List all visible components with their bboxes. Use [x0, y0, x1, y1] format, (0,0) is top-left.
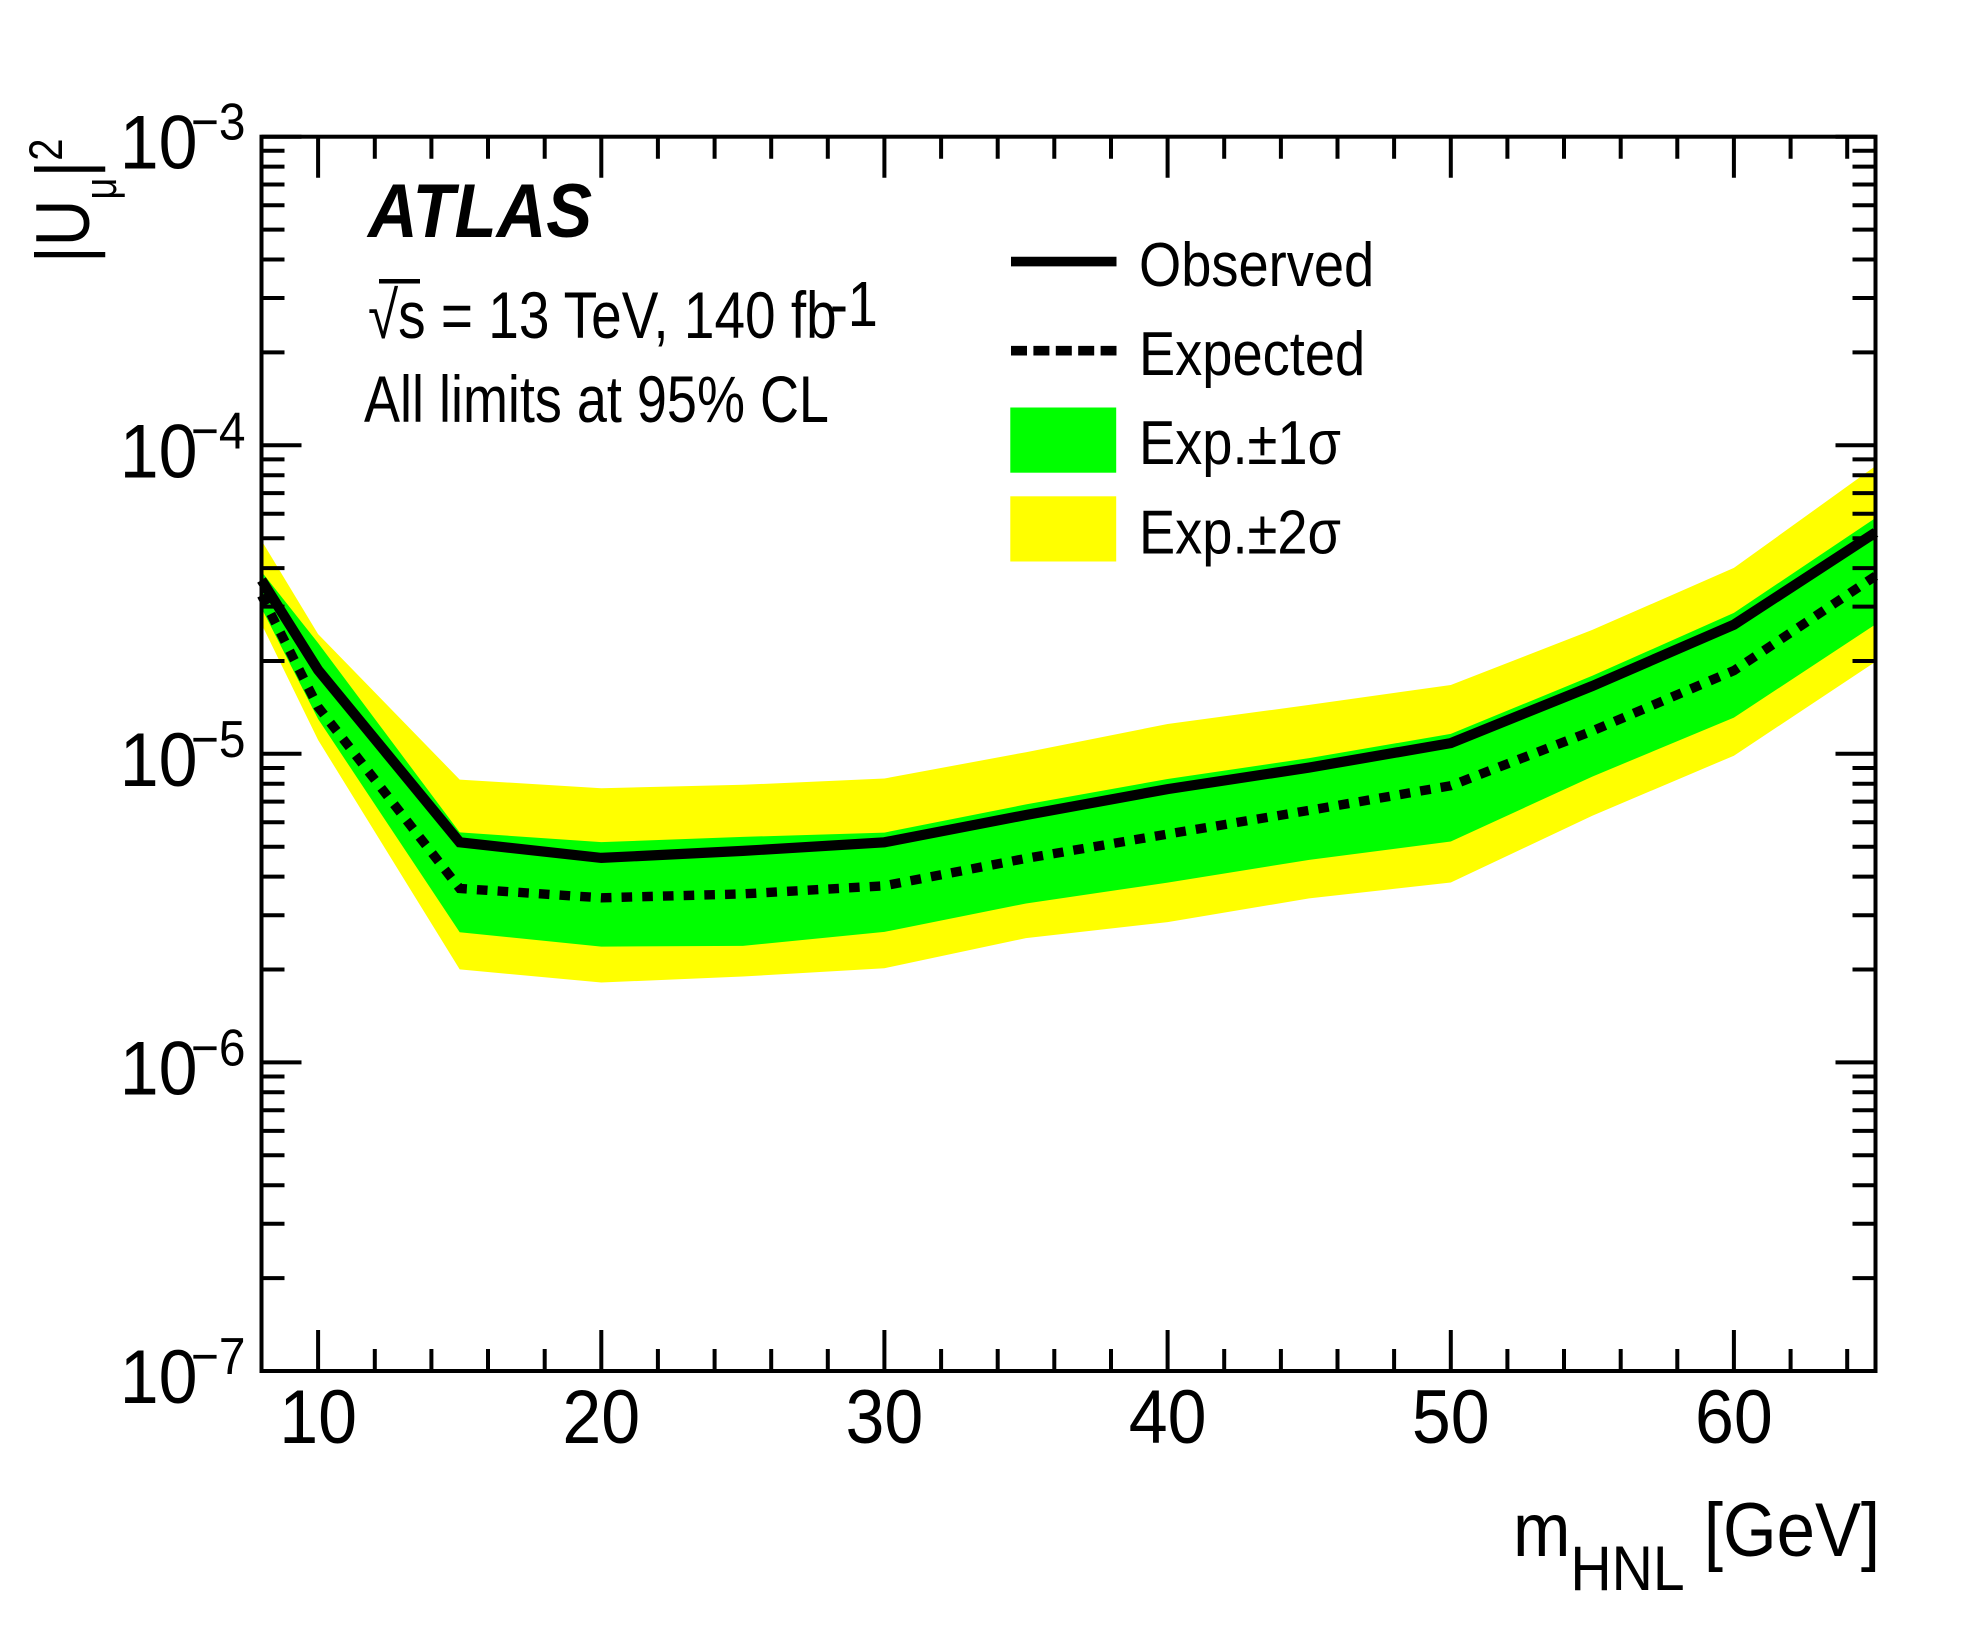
svg-text:10: 10	[120, 718, 198, 802]
svg-text:ATLAS: ATLAS	[366, 169, 592, 254]
svg-text:40: 40	[1129, 1375, 1207, 1459]
svg-text:10: 10	[120, 101, 198, 185]
svg-text:Exp.±1σ: Exp.±1σ	[1139, 409, 1341, 478]
svg-text:√s = 13 TeV, 140 fb: √s = 13 TeV, 140 fb	[368, 278, 837, 352]
svg-text:10: 10	[120, 410, 198, 494]
svg-text:50: 50	[1412, 1375, 1490, 1459]
svg-text:10: 10	[120, 1027, 198, 1111]
svg-text:Observed: Observed	[1139, 231, 1374, 300]
svg-text:10: 10	[279, 1375, 357, 1459]
svg-text:10: 10	[120, 1335, 198, 1419]
svg-text:60: 60	[1695, 1375, 1773, 1459]
svg-text:20: 20	[562, 1375, 640, 1459]
svg-text:Expected: Expected	[1139, 320, 1365, 389]
svg-text:-1: -1	[830, 268, 878, 341]
svg-text:−5: −5	[191, 710, 246, 768]
svg-text:−6: −6	[191, 1019, 246, 1077]
svg-text:−3: −3	[191, 93, 246, 151]
svg-text:All limits at 95% CL: All limits at 95% CL	[364, 362, 829, 436]
svg-text:−4: −4	[191, 401, 246, 459]
svg-text:Exp.±2σ: Exp.±2σ	[1139, 498, 1341, 567]
svg-text:−7: −7	[191, 1327, 246, 1385]
svg-text:30: 30	[846, 1375, 924, 1459]
